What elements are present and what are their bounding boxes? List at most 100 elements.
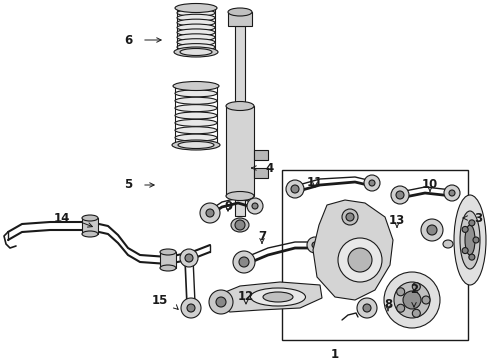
Ellipse shape xyxy=(174,47,218,57)
Circle shape xyxy=(391,186,409,204)
Ellipse shape xyxy=(175,127,217,134)
Text: 14: 14 xyxy=(53,211,70,225)
Circle shape xyxy=(200,203,220,223)
Circle shape xyxy=(235,220,245,230)
Polygon shape xyxy=(218,282,322,312)
Bar xyxy=(82,218,98,234)
Text: 3: 3 xyxy=(474,211,482,225)
Circle shape xyxy=(233,251,255,273)
Circle shape xyxy=(209,290,233,314)
Ellipse shape xyxy=(231,218,249,232)
Circle shape xyxy=(473,237,479,243)
Circle shape xyxy=(180,249,198,267)
Circle shape xyxy=(291,185,299,193)
Bar xyxy=(254,168,268,178)
Ellipse shape xyxy=(228,8,252,16)
Circle shape xyxy=(364,175,380,191)
Ellipse shape xyxy=(160,265,176,271)
Circle shape xyxy=(469,220,475,226)
Ellipse shape xyxy=(175,82,217,90)
Ellipse shape xyxy=(175,90,217,97)
Circle shape xyxy=(403,291,421,309)
Circle shape xyxy=(342,209,358,225)
Bar xyxy=(160,252,176,268)
Ellipse shape xyxy=(160,249,176,255)
Text: 12: 12 xyxy=(238,290,254,303)
Bar xyxy=(235,196,245,216)
Circle shape xyxy=(396,191,404,199)
Ellipse shape xyxy=(175,134,217,141)
Bar xyxy=(226,106,254,196)
Ellipse shape xyxy=(460,211,480,269)
Circle shape xyxy=(348,248,372,272)
Ellipse shape xyxy=(177,34,215,41)
Circle shape xyxy=(422,296,430,304)
Circle shape xyxy=(462,248,468,253)
Circle shape xyxy=(449,190,455,196)
Ellipse shape xyxy=(175,141,217,148)
Ellipse shape xyxy=(175,97,217,104)
Text: 4: 4 xyxy=(265,162,273,175)
Text: 10: 10 xyxy=(422,178,438,191)
Ellipse shape xyxy=(177,24,215,31)
Ellipse shape xyxy=(443,240,453,248)
Circle shape xyxy=(397,304,405,312)
Ellipse shape xyxy=(175,112,217,119)
Text: 13: 13 xyxy=(389,214,405,227)
Ellipse shape xyxy=(177,9,215,17)
Ellipse shape xyxy=(175,105,217,112)
Ellipse shape xyxy=(177,4,215,12)
Ellipse shape xyxy=(177,39,215,46)
Bar xyxy=(254,150,268,160)
Bar xyxy=(228,12,252,26)
Circle shape xyxy=(185,254,193,262)
Circle shape xyxy=(462,226,468,233)
Circle shape xyxy=(412,309,420,317)
Text: 6: 6 xyxy=(124,33,132,46)
Ellipse shape xyxy=(454,195,486,285)
Ellipse shape xyxy=(82,231,98,237)
Circle shape xyxy=(427,225,437,235)
Text: 1: 1 xyxy=(331,348,339,360)
Text: 9: 9 xyxy=(224,200,232,213)
Circle shape xyxy=(247,198,263,214)
Bar xyxy=(282,170,468,340)
Circle shape xyxy=(187,304,195,312)
Circle shape xyxy=(363,304,371,312)
Circle shape xyxy=(369,180,375,186)
Text: 2: 2 xyxy=(410,283,418,296)
Circle shape xyxy=(307,237,323,253)
Polygon shape xyxy=(313,200,393,300)
Ellipse shape xyxy=(177,19,215,26)
Ellipse shape xyxy=(178,141,214,148)
Circle shape xyxy=(469,254,475,260)
Ellipse shape xyxy=(172,140,220,150)
Circle shape xyxy=(421,219,443,241)
Ellipse shape xyxy=(263,292,293,302)
Circle shape xyxy=(286,180,304,198)
Circle shape xyxy=(239,257,249,267)
Circle shape xyxy=(397,288,405,296)
Circle shape xyxy=(346,213,354,221)
Circle shape xyxy=(384,272,440,328)
Ellipse shape xyxy=(175,120,217,126)
Circle shape xyxy=(181,298,201,318)
Circle shape xyxy=(206,209,214,217)
Text: 15: 15 xyxy=(151,293,168,306)
Ellipse shape xyxy=(226,192,254,201)
Ellipse shape xyxy=(226,102,254,111)
Text: 8: 8 xyxy=(384,298,392,311)
Circle shape xyxy=(444,185,460,201)
Circle shape xyxy=(357,298,377,318)
Circle shape xyxy=(394,282,430,318)
Ellipse shape xyxy=(465,225,475,255)
Ellipse shape xyxy=(177,14,215,21)
Circle shape xyxy=(312,242,318,248)
Ellipse shape xyxy=(177,44,215,51)
Ellipse shape xyxy=(180,49,212,55)
Text: 7: 7 xyxy=(258,230,266,243)
Circle shape xyxy=(252,203,258,209)
Ellipse shape xyxy=(173,81,219,90)
Ellipse shape xyxy=(82,215,98,221)
Text: 5: 5 xyxy=(124,179,132,192)
